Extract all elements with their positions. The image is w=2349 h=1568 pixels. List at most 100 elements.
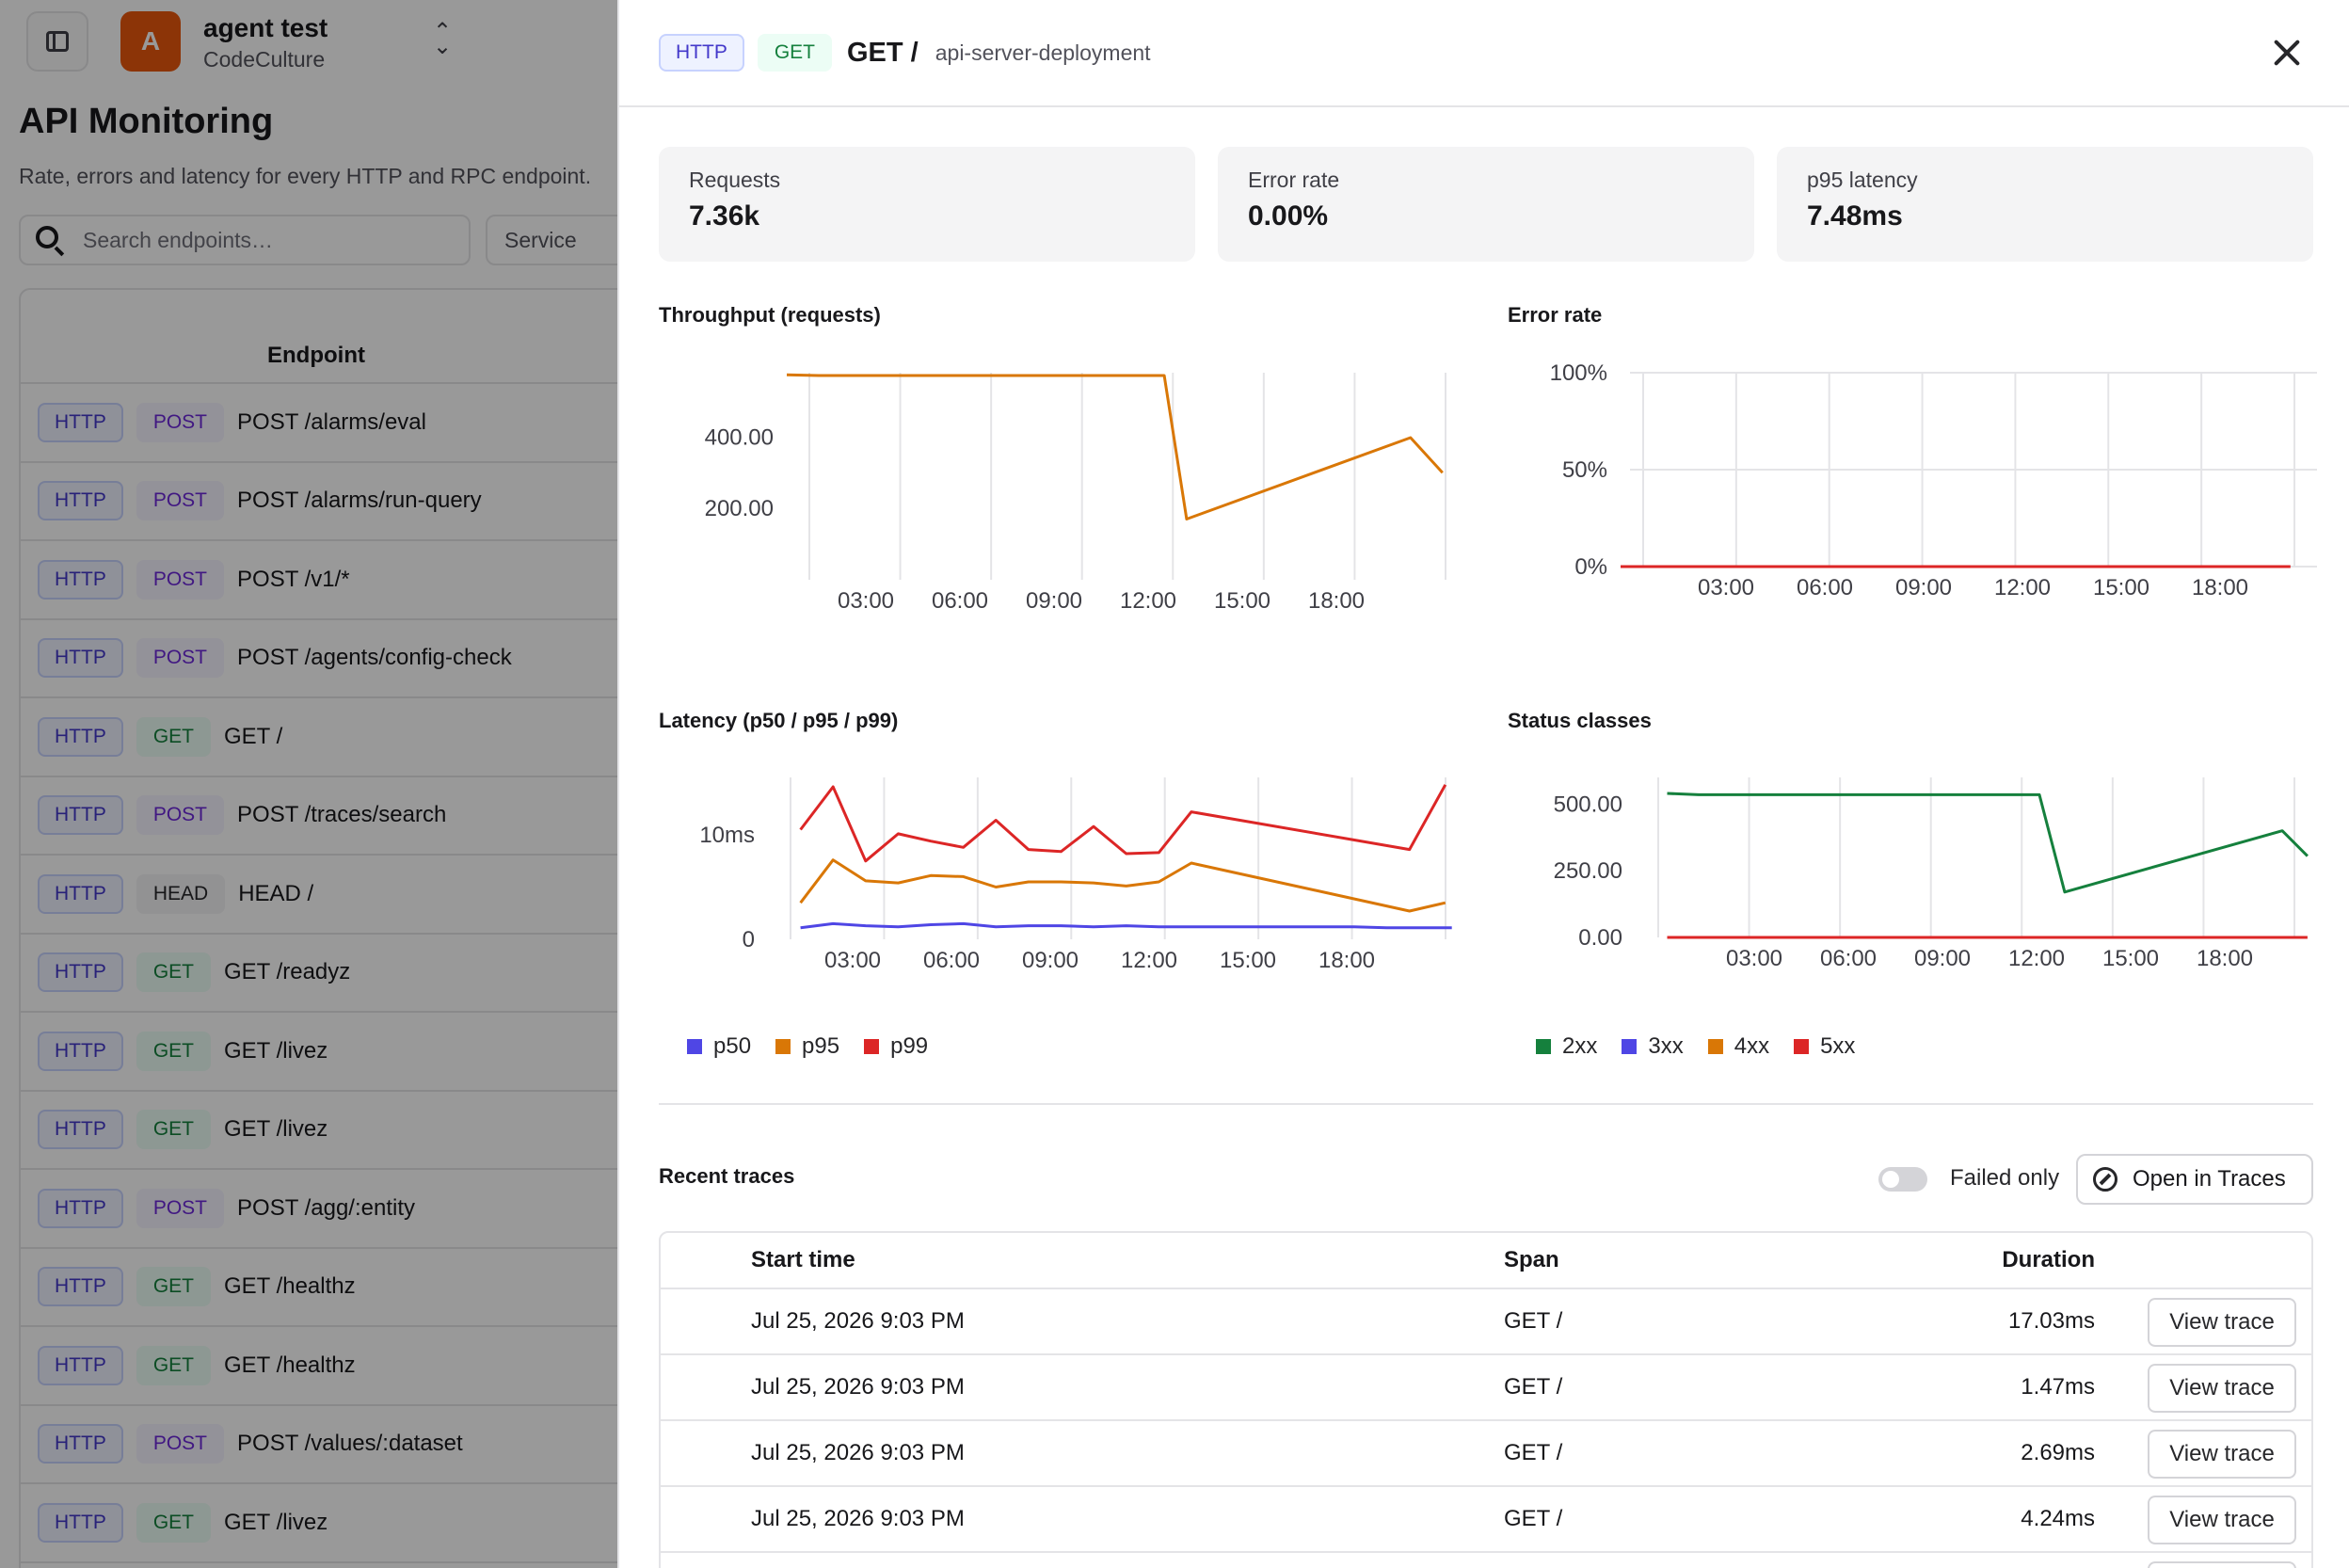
legend-item-3xx[interactable]: 3xx [1622, 1033, 1684, 1060]
x-tick-label: 03:00 [1698, 575, 1754, 600]
endpoint-row[interactable]: HTTP POST POST /alarms/run-query [21, 463, 676, 541]
view-trace-button[interactable]: View trace [2148, 1298, 2296, 1347]
endpoint-row[interactable]: HTTP POST POST /agents/config-check [21, 620, 676, 698]
search-box[interactable] [19, 215, 471, 265]
trace-row[interactable]: Jul 25, 2026 9:03 PM GET / 1.47ms View trac… [661, 1355, 2311, 1421]
failed-only-label[interactable]: Failed only [1950, 1165, 2060, 1191]
legend-swatch [1707, 1039, 1723, 1054]
legend-item-p99[interactable]: p99 [864, 1033, 928, 1060]
x-tick-label: 06:00 [923, 948, 980, 973]
column-span[interactable]: Span [1504, 1247, 1559, 1272]
trace-start-time: Jul 25, 2026 9:03 PM [751, 1506, 965, 1531]
endpoint-row[interactable]: HTTP POST POST /values/:dataset [21, 1406, 676, 1484]
endpoint-row[interactable]: HTTP POST POST /alarms/eval [21, 384, 676, 463]
method-badge: POST [136, 638, 225, 679]
status-classes-chart-title: Status classes [1508, 709, 1652, 732]
protocol-badge: HTTP [38, 1502, 123, 1543]
column-start-time[interactable]: Start time [751, 1247, 855, 1272]
endpoint-row[interactable]: HTTP POST POST /v1/* [21, 541, 676, 620]
legend-label: 2xx [1562, 1033, 1598, 1059]
endpoint-row[interactable]: HTTP POST POST /agg/:entity [21, 1170, 676, 1249]
workspace-name[interactable]: agent test [203, 13, 328, 42]
y-tick-label: 0 [743, 927, 755, 952]
open-in-traces-button[interactable]: Open in Traces [2076, 1154, 2313, 1205]
method-badge: HEAD [136, 873, 226, 914]
stat-value: 0.00% [1248, 200, 1329, 232]
endpoint-path: GET /livez [224, 1509, 328, 1535]
x-tick-label: 18:00 [1318, 948, 1375, 973]
service-filter[interactable]: Service [486, 215, 674, 265]
protocol-badge: HTTP [38, 716, 123, 757]
search-input[interactable] [83, 227, 440, 253]
failed-only-toggle[interactable] [1878, 1167, 1927, 1192]
method-badge: GET [136, 716, 211, 757]
endpoint-path: POST /traces/search [237, 802, 447, 828]
protocol-badge: HTTP [38, 1188, 123, 1228]
legend-item-5xx[interactable]: 5xx [1794, 1033, 1855, 1060]
endpoint-row[interactable]: HTTP POST POST /traces/search [21, 777, 676, 856]
view-trace-button[interactable]: View trace [2148, 1430, 2296, 1479]
method-badge: POST [136, 795, 225, 836]
close-icon[interactable] [2270, 36, 2304, 70]
x-tick-label: 12:00 [1994, 575, 2051, 600]
endpoint-row[interactable]: HTTP GET GET /readyz [21, 935, 676, 1013]
method-badge: POST [136, 402, 225, 442]
endpoint-path: GET /healthz [224, 1273, 356, 1300]
throughput-series-line [786, 373, 1444, 520]
y-tick-label: 250.00 [1554, 858, 1622, 884]
legend-item-p50[interactable]: p50 [687, 1033, 751, 1060]
x-tick-label: 18:00 [2197, 946, 2253, 971]
trace-span: GET / [1504, 1506, 1563, 1531]
endpoint-row[interactable]: HTTP GET GET /healthz [21, 1249, 676, 1327]
trace-row[interactable]: Jul 25, 2026 9:03 PM GET / 2.69ms View trac… [661, 1421, 2311, 1487]
endpoint-row[interactable]: HTTP GET GET / [21, 698, 676, 777]
legend-swatch [1794, 1039, 1810, 1054]
method-badge: POST [136, 481, 225, 521]
sidebar-toggle-button[interactable] [26, 11, 88, 72]
trace-row[interactable]: Jul 25, 2026 9:03 PM GET / 4.24ms View trac… [661, 1487, 2311, 1553]
endpoint-row[interactable]: HTTP GET GET /livez [21, 1013, 676, 1092]
legend-label: 3xx [1648, 1033, 1684, 1059]
p50-series-line [800, 921, 1452, 930]
throughput-chart: 200.00 400.00 03:00 06:00 09:00 12:00 15:00 18:… [705, 373, 1446, 614]
view-trace-button[interactable]: View trace [2148, 1496, 2296, 1544]
chevron-up-down-icon[interactable]: ⌃ ⌄ [433, 19, 453, 59]
endpoints-table: Endpoint HTTP POST POST /alarms/eval HTTP PO… [19, 288, 678, 1568]
endpoint-row[interactable]: HTTP GET GET /livez [21, 1484, 676, 1563]
legend-item-4xx[interactable]: 4xx [1707, 1033, 1769, 1060]
legend-item-2xx[interactable]: 2xx [1536, 1033, 1597, 1060]
endpoint-row[interactable]: HTTP HEAD HEAD / [21, 856, 676, 935]
view-trace-button[interactable]: View trace [2148, 1364, 2296, 1413]
x-tick-label: 15:00 [1220, 948, 1276, 973]
column-duration[interactable]: Duration [2002, 1247, 2095, 1272]
workspace-org: CodeCulture [203, 47, 326, 72]
stat-value: 7.48ms [1807, 200, 1903, 232]
legend-swatch [687, 1039, 702, 1054]
endpoint-path: POST /alarms/eval [237, 408, 426, 435]
trace-duration: 17.03ms [2007, 1308, 2095, 1334]
endpoints-header: Endpoint [21, 290, 676, 384]
trace-duration: 2.69ms [2021, 1440, 2095, 1465]
error-rate-chart-title: Error rate [1508, 303, 1603, 327]
method-badge: GET [757, 34, 832, 72]
latency-chart-title: Latency (p50 / p95 / p99) [659, 709, 899, 732]
endpoint-path: HEAD / [238, 880, 314, 906]
recent-traces-title: Recent traces [659, 1164, 795, 1188]
endpoint-row[interactable]: HTTP GET GET /livez [21, 1092, 676, 1170]
trace-row[interactable]: Jul 25, 2026 9:03 PM GET / 17.03ms View tra… [661, 1289, 2311, 1355]
trace-span: GET / [1504, 1374, 1563, 1400]
search-icon [34, 224, 66, 257]
legend-item-p95[interactable]: p95 [775, 1033, 839, 1060]
endpoint-path: GET /livez [224, 1116, 328, 1143]
protocol-badge: HTTP [38, 1031, 123, 1071]
sidebar-icon [46, 31, 69, 52]
legend-label: p95 [802, 1033, 840, 1059]
x-tick-label: 18:00 [2192, 575, 2248, 600]
endpoint-path: GET /healthz [224, 1352, 356, 1378]
protocol-badge: HTTP [38, 873, 123, 914]
endpoint-row[interactable]: HTTP GET GET /healthz [21, 1327, 676, 1406]
workspace-avatar[interactable]: A [120, 11, 181, 72]
view-trace-button[interactable]: View trace [2148, 1561, 2296, 1568]
x-tick-label: 09:00 [1026, 588, 1082, 614]
